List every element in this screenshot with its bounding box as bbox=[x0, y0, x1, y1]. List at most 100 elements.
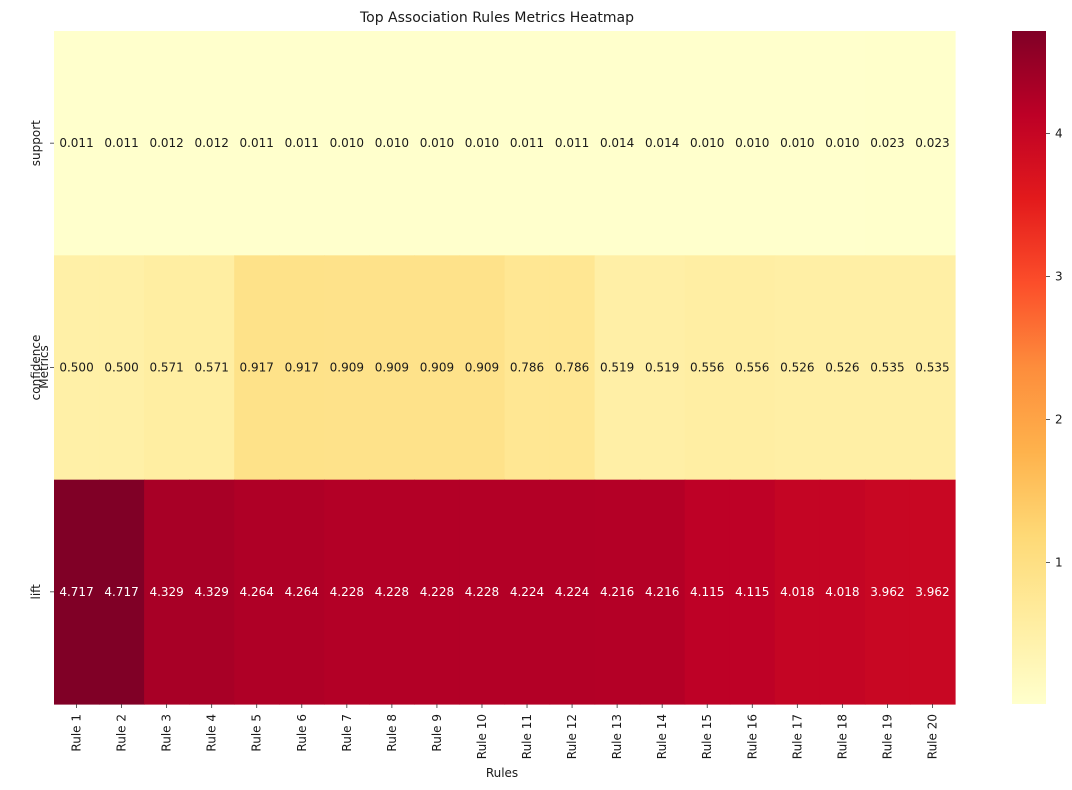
heatmap-cell bbox=[684, 479, 731, 705]
heatmap-cell bbox=[729, 255, 776, 481]
heatmap-cell bbox=[504, 255, 551, 481]
cell-value-label: 4.228 bbox=[465, 585, 499, 599]
heatmap-cell bbox=[909, 479, 956, 705]
y-axis-label: Metrics bbox=[37, 345, 51, 389]
cell-value-label: 4.018 bbox=[825, 585, 859, 599]
heatmap-cell bbox=[864, 31, 911, 256]
heatmap-cell bbox=[324, 255, 370, 481]
x-tick-label: Rule 8 bbox=[385, 714, 399, 752]
heatmap-cell bbox=[324, 479, 370, 705]
heatmap-cell bbox=[414, 479, 461, 705]
colorbar-tick-label: 2 bbox=[1055, 412, 1063, 426]
cell-value-label: 3.962 bbox=[915, 585, 949, 599]
heatmap-cell bbox=[189, 255, 235, 481]
heatmap-cell bbox=[729, 31, 776, 256]
cell-value-label: 4.224 bbox=[555, 585, 589, 599]
heatmap-cell bbox=[594, 31, 641, 256]
x-tick-label: Rule 11 bbox=[520, 714, 534, 759]
heatmap-cell bbox=[144, 31, 190, 256]
cell-value-label: 4.264 bbox=[240, 585, 274, 599]
cell-value-label: 0.556 bbox=[690, 361, 724, 375]
cell-value-label: 0.535 bbox=[915, 361, 949, 375]
heatmap-cell bbox=[594, 255, 641, 481]
cell-value-label: 0.526 bbox=[780, 361, 814, 375]
heatmap-cell bbox=[414, 31, 461, 256]
heatmap-cell bbox=[774, 479, 821, 705]
heatmap-cell bbox=[774, 255, 821, 481]
heatmap-cell bbox=[324, 31, 370, 256]
heatmap-cell bbox=[99, 479, 145, 705]
heatmap-cell bbox=[144, 255, 190, 481]
cell-value-label: 3.962 bbox=[870, 585, 904, 599]
cell-value-label: 0.010 bbox=[375, 136, 409, 150]
heatmap-cell bbox=[234, 31, 280, 256]
heatmap-cell bbox=[639, 31, 686, 256]
cell-value-label: 0.917 bbox=[285, 361, 319, 375]
heatmap-cell bbox=[234, 255, 280, 481]
cell-value-label: 4.216 bbox=[645, 585, 679, 599]
cell-value-label: 4.216 bbox=[600, 585, 634, 599]
cell-value-label: 0.011 bbox=[285, 136, 319, 150]
heatmap-cell bbox=[459, 479, 506, 705]
heatmap-cell bbox=[414, 255, 461, 481]
heatmap-cell bbox=[54, 255, 100, 481]
cell-value-label: 4.717 bbox=[104, 585, 138, 599]
heatmap-cell bbox=[639, 255, 686, 481]
heatmap-cell bbox=[549, 255, 596, 481]
x-tick-label: Rule 12 bbox=[565, 714, 579, 759]
x-tick-label: Rule 10 bbox=[475, 714, 489, 759]
cell-value-label: 0.010 bbox=[780, 136, 814, 150]
cell-value-label: 4.717 bbox=[59, 585, 93, 599]
colorbar bbox=[1012, 31, 1046, 704]
x-tick-label: Rule 4 bbox=[205, 714, 219, 752]
cell-value-label: 0.556 bbox=[735, 361, 769, 375]
heatmap-cell bbox=[909, 255, 956, 481]
cell-value-label: 0.011 bbox=[240, 136, 274, 150]
x-tick-label: Rule 19 bbox=[880, 714, 894, 759]
heatmap-cell bbox=[99, 255, 145, 481]
cell-value-label: 0.500 bbox=[59, 361, 93, 375]
cell-value-label: 0.012 bbox=[194, 136, 228, 150]
cell-value-label: 0.014 bbox=[645, 136, 679, 150]
y-tick-label: confidence bbox=[29, 335, 43, 401]
heatmap-cell bbox=[684, 255, 731, 481]
x-tick-label: Rule 17 bbox=[790, 714, 804, 759]
heatmap-cell bbox=[864, 255, 911, 481]
y-axis-ticks: support confidence lift bbox=[29, 120, 54, 600]
heatmap-cell bbox=[594, 479, 641, 705]
heatmap-cell bbox=[54, 31, 100, 256]
heatmap-cell bbox=[774, 31, 821, 256]
cell-value-label: 0.909 bbox=[420, 361, 454, 375]
cell-value-label: 0.010 bbox=[420, 136, 454, 150]
heatmap-cell bbox=[279, 255, 325, 481]
heatmap-cell bbox=[189, 479, 235, 705]
cell-value-label: 0.011 bbox=[59, 136, 93, 150]
cell-value-label: 0.786 bbox=[510, 361, 544, 375]
heatmap-cell bbox=[504, 31, 551, 256]
x-tick-label: Rule 16 bbox=[745, 714, 759, 759]
heatmap-cell bbox=[819, 479, 866, 705]
cell-value-label: 4.224 bbox=[510, 585, 544, 599]
heatmap-cell bbox=[369, 255, 415, 481]
heatmap-cell bbox=[279, 479, 325, 705]
cell-value-label: 4.018 bbox=[780, 585, 814, 599]
heatmap-cell bbox=[54, 479, 100, 705]
cell-value-label: 0.571 bbox=[149, 361, 183, 375]
x-axis-label: Rules bbox=[486, 766, 518, 780]
x-tick-label: Rule 2 bbox=[115, 714, 129, 752]
x-tick-label: Rule 18 bbox=[835, 714, 849, 759]
heatmap-cell bbox=[279, 31, 325, 256]
heatmap-cell bbox=[639, 479, 686, 705]
cell-value-label: 0.519 bbox=[600, 361, 634, 375]
heatmap-cell bbox=[504, 479, 551, 705]
cell-value-label: 0.010 bbox=[735, 136, 769, 150]
cell-value-label: 0.023 bbox=[915, 136, 949, 150]
heatmap-cell bbox=[369, 31, 415, 256]
cell-value-label: 0.010 bbox=[465, 136, 499, 150]
colorbar-ticks: 1 2 3 4 bbox=[1046, 127, 1063, 569]
cell-value-label: 0.909 bbox=[330, 361, 364, 375]
cell-value-label: 0.010 bbox=[690, 136, 724, 150]
heatmap-cell bbox=[459, 31, 506, 256]
heatmap-cell bbox=[549, 479, 596, 705]
